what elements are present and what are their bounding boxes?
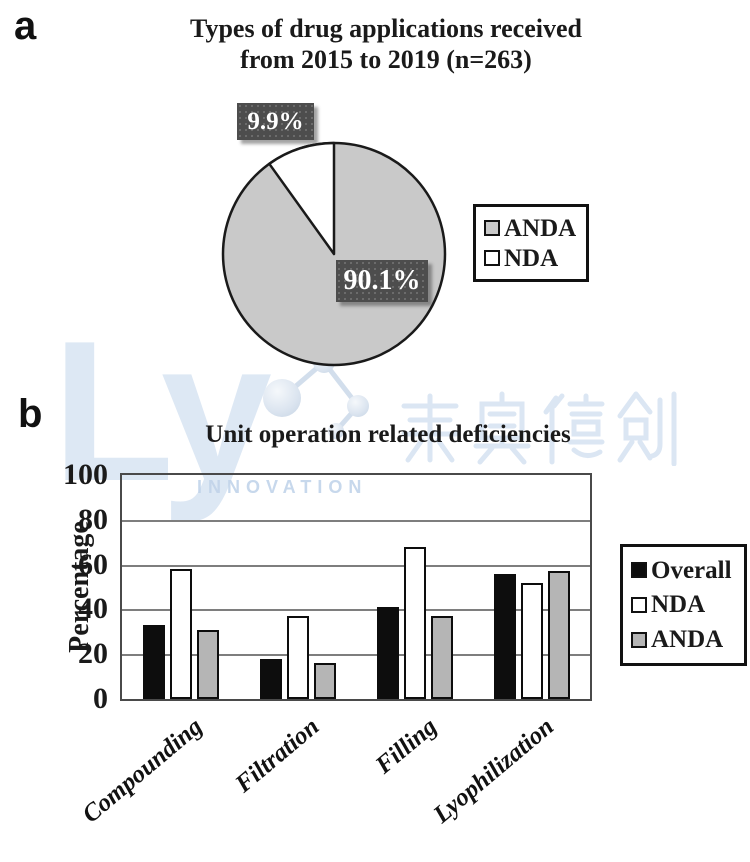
bar-legend-swatch-icon — [631, 596, 647, 613]
pie-chart — [221, 141, 447, 367]
bar-nda-lyophilization — [520, 582, 543, 699]
y-tick-label: 60 — [78, 547, 108, 581]
pie-data-label-anda: 90.1% — [336, 260, 428, 302]
gridline — [122, 564, 590, 567]
pie-chart-title-line1: Types of drug applications received — [190, 14, 582, 43]
y-tick-label: 0 — [93, 682, 108, 715]
y-tick-label: 80 — [78, 502, 108, 536]
pie-legend-label: NDA — [504, 244, 559, 272]
panel-label-a: a — [14, 4, 37, 48]
pie-chart-title-line2: from 2015 to 2019 (n=263) — [240, 44, 532, 74]
watermark-logo: Ly — [52, 300, 272, 523]
bar-anda-lyophilization — [547, 571, 570, 699]
bar-legend-item: ANDA — [631, 627, 736, 652]
watermark-subtext: INNOVATION — [197, 477, 368, 497]
gridline — [122, 519, 590, 522]
bar-legend: Overall NDA ANDA — [620, 544, 747, 666]
category-label: Lyophilization — [428, 713, 559, 829]
bar-nda-compounding — [169, 569, 192, 699]
category-label: Filling — [370, 713, 442, 780]
bar-anda-filling — [430, 616, 453, 699]
bar-legend-swatch-icon — [631, 631, 647, 648]
pie-legend-swatch-icon — [484, 220, 500, 236]
bar-nda-filtration — [286, 616, 309, 699]
bar-anda-compounding — [196, 629, 219, 699]
pie-legend: ANDA NDA — [473, 204, 589, 282]
bar-legend-label: Overall — [651, 556, 732, 584]
panel-label-b: b — [18, 392, 43, 436]
watermark-cjk-text — [401, 391, 677, 466]
pie-slice-nda — [268, 141, 336, 256]
pie-legend-item: NDA — [484, 246, 578, 271]
bar-nda-filling — [403, 546, 426, 699]
bar-legend-item: Overall — [631, 558, 736, 583]
pie-chart-title: Types of drug applications received from… — [105, 14, 667, 75]
gridline — [122, 609, 590, 612]
gridline — [122, 654, 590, 657]
bar-overall-filtration — [259, 658, 282, 699]
bar-legend-label: NDA — [651, 591, 706, 619]
y-tick-label: 100 — [63, 458, 108, 491]
pie-data-label-nda: 9.9% — [237, 103, 314, 140]
bar-overall-compounding — [142, 625, 165, 699]
bar-legend-swatch-icon — [631, 562, 647, 579]
bar-legend-label: ANDA — [651, 626, 724, 654]
bar-legend-item: NDA — [631, 592, 736, 617]
bar-overall-lyophilization — [493, 573, 516, 699]
y-tick-label: 20 — [78, 637, 108, 671]
pie-legend-item: ANDA — [484, 216, 578, 241]
pie-legend-label: ANDA — [504, 214, 577, 242]
bar-chart-title: Unit operation related deficiencies — [205, 421, 571, 448]
watermark-molecule-icon — [263, 351, 369, 439]
y-tick-label: 40 — [78, 592, 108, 626]
category-label: Filtration — [230, 713, 325, 798]
bar-anda-filtration — [313, 663, 336, 699]
pie-legend-swatch-icon — [484, 250, 500, 266]
bar-overall-filling — [376, 607, 399, 699]
y-ticks: 0 20 40 60 80 100 — [28, 0, 108, 862]
bar-plot — [120, 473, 592, 701]
